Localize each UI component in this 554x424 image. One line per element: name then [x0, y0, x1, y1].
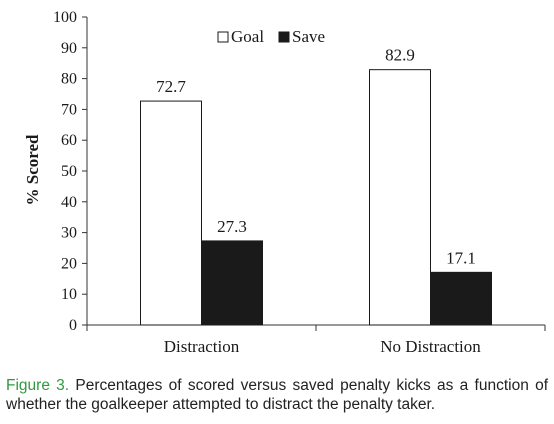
x-tick-label: No Distraction — [380, 337, 481, 356]
legend-label-save: Save — [292, 27, 325, 46]
data-label: 82.9 — [385, 46, 415, 65]
bar-goal — [140, 100, 202, 326]
legend-swatch-save — [278, 31, 290, 43]
x-axis: Distraction No Distraction — [86, 324, 546, 356]
y-axis-label: % Scored — [23, 134, 42, 206]
data-label: 17.1 — [446, 248, 476, 267]
y-tick-label: 20 — [61, 255, 77, 272]
x-tick-label: Distraction — [164, 337, 240, 356]
y-tick-label: 50 — [61, 163, 77, 180]
bar-save — [201, 240, 263, 326]
figure-caption: Figure 3. Percentages of scored versus s… — [6, 376, 548, 414]
bar-chart: 0 10 20 30 40 50 60 70 80 90 100 Distraction No Dis… — [23, 9, 546, 356]
legend: Goal Save — [217, 27, 325, 46]
legend-label-goal: Goal — [231, 27, 264, 46]
y-tick-label: 10 — [61, 286, 77, 303]
y-tick-label: 60 — [61, 132, 77, 149]
data-label: 27.3 — [217, 217, 247, 236]
y-tick-label: 90 — [61, 40, 77, 57]
bars: 72.7 27.3 82.9 17.1 — [140, 46, 492, 326]
y-tick-label: 80 — [61, 71, 77, 88]
bar-goal — [369, 69, 431, 326]
legend-swatch-goal — [217, 31, 229, 43]
figure-caption-text: Percentages of scored versus saved penal… — [6, 377, 549, 413]
data-label: 72.7 — [156, 77, 186, 96]
y-tick-label: 30 — [61, 225, 77, 242]
y-tick-label: 0 — [69, 317, 77, 334]
bar-save — [430, 271, 492, 326]
y-tick-label: 70 — [61, 101, 77, 118]
figure-caption-label: Figure 3. — [6, 377, 70, 394]
y-tick-label: 100 — [53, 9, 77, 26]
y-axis: 0 10 20 30 40 50 60 70 80 90 100 — [53, 9, 88, 334]
y-tick-label: 40 — [61, 194, 77, 211]
